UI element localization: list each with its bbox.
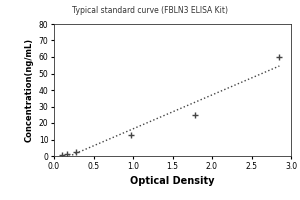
Y-axis label: Concentration(ng/mL): Concentration(ng/mL) [24, 38, 33, 142]
Text: Typical standard curve (FBLN3 ELISA Kit): Typical standard curve (FBLN3 ELISA Kit) [72, 6, 228, 15]
X-axis label: Optical Density: Optical Density [130, 176, 215, 186]
